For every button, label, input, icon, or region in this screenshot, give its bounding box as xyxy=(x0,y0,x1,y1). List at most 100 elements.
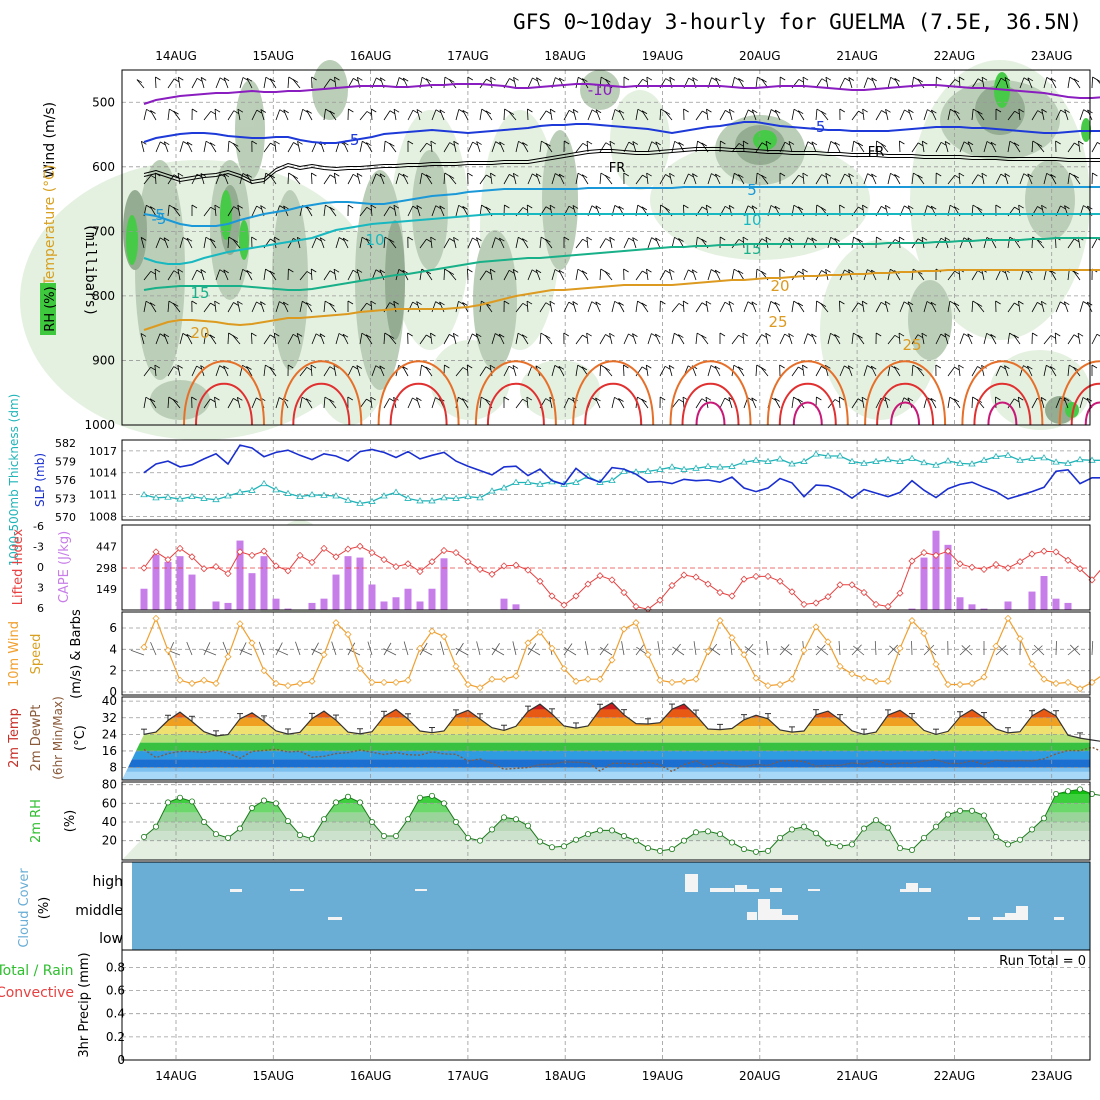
isotherm-label: 5 xyxy=(155,206,165,224)
wind-barb xyxy=(695,110,703,121)
wind-barb xyxy=(203,206,211,217)
wind-barb-flag xyxy=(834,399,841,403)
cape-bar xyxy=(392,597,400,610)
wind-barb-flag xyxy=(182,333,189,337)
rh-marker xyxy=(849,841,856,848)
rh-marker xyxy=(633,837,640,844)
wind-barb-flag xyxy=(416,301,422,305)
thickness-marker xyxy=(212,495,220,503)
wind-barb-flag xyxy=(173,206,179,211)
wind-barb-flag xyxy=(908,205,914,210)
wind-barb xyxy=(737,366,745,377)
wind-barb-flag xyxy=(219,77,226,82)
wind-barb xyxy=(599,77,602,89)
wind-barb xyxy=(1073,78,1081,89)
wind-barb xyxy=(1077,333,1081,345)
wind-barb xyxy=(439,301,445,313)
top-day-label: 15AUG xyxy=(253,49,295,63)
wind-barb-flag xyxy=(862,204,868,209)
wind-barb-flag xyxy=(462,302,468,306)
wind-barb-flag xyxy=(581,270,588,275)
wind-barb-flag xyxy=(426,142,432,147)
lifted-index-marker xyxy=(188,553,196,561)
thickness-marker xyxy=(380,492,388,499)
wind-barb xyxy=(815,300,817,313)
wind-barb xyxy=(383,398,390,409)
wind-barb-flag xyxy=(425,174,432,179)
wind-barb-flag xyxy=(839,300,845,305)
cape-bar xyxy=(368,584,376,610)
wind-barb-flag xyxy=(219,365,225,369)
wind-barb xyxy=(1019,365,1024,377)
wind-barb-flag xyxy=(664,111,671,115)
wind-barb-flag xyxy=(527,108,533,113)
wind-barb-flag xyxy=(389,142,395,147)
wind-barb xyxy=(797,398,805,409)
wind-barb xyxy=(976,303,985,313)
wind-barb-flag xyxy=(402,173,409,178)
wind-barb-flag xyxy=(972,396,978,401)
surface-wind-barb xyxy=(527,647,541,656)
wind-barb xyxy=(981,269,985,281)
wind-barb xyxy=(443,77,446,89)
wind-barb-flag xyxy=(858,206,864,211)
wind-barb-flag xyxy=(871,173,877,178)
wind-barb-flag xyxy=(701,206,708,211)
wind-barb-flag xyxy=(311,76,317,81)
wind-barb xyxy=(163,141,169,153)
wind-barb xyxy=(1067,142,1075,153)
wind-barb xyxy=(143,175,152,185)
wind-barb xyxy=(296,333,301,345)
wind-barb-flag xyxy=(844,365,850,370)
wind-barb-flag xyxy=(747,301,754,306)
wind-barb xyxy=(682,300,685,313)
wind-barb xyxy=(335,237,340,249)
wind-speed-marker xyxy=(392,678,400,686)
wind-barb xyxy=(623,364,625,377)
wind-barb xyxy=(827,237,832,249)
wind-barb-flag xyxy=(798,366,804,371)
thickness-marker xyxy=(428,497,436,504)
thickness-marker xyxy=(224,492,232,499)
cape-bar xyxy=(380,601,388,610)
cape-bar xyxy=(164,561,172,610)
wind-barb-flag xyxy=(669,76,675,81)
wind-barb-flag xyxy=(972,300,978,305)
wind-barb-flag xyxy=(715,173,721,178)
wind-barb xyxy=(508,111,517,121)
wind-barb-flag xyxy=(439,301,445,306)
wind-barb-flag xyxy=(1000,365,1006,370)
wind-barb-flag xyxy=(715,77,721,82)
wind-barb-flag xyxy=(628,333,634,338)
wind-barb-flag xyxy=(674,332,680,337)
lifted-index-marker xyxy=(824,593,832,601)
wind-barb-flag xyxy=(816,300,822,305)
lifted-index-marker xyxy=(452,549,460,557)
lifted-index-marker xyxy=(656,596,664,604)
wind-barb xyxy=(923,109,928,121)
wind-barb-flag xyxy=(545,334,551,339)
top-day-label: 21AUG xyxy=(836,49,878,63)
wind-barb xyxy=(767,109,772,121)
wind-barb-flag xyxy=(642,270,648,275)
thickness-marker xyxy=(608,476,616,484)
wind-barb-flag xyxy=(862,108,868,113)
wind-barb-flag xyxy=(614,396,620,401)
wind-barb xyxy=(549,109,553,121)
slp-line xyxy=(143,444,1100,500)
wind-barb xyxy=(503,366,510,377)
wind-barb xyxy=(177,77,181,89)
wind-barb-flag xyxy=(701,302,708,307)
rh-marker xyxy=(753,848,760,855)
wind-barb xyxy=(223,269,229,281)
wind-barb xyxy=(947,397,951,409)
wind-barb-flag xyxy=(949,300,956,305)
surface-wind-barb xyxy=(331,641,337,656)
wind-barb-flag xyxy=(903,397,910,402)
wind-barb-flag xyxy=(738,143,745,147)
wind-tick-label: 2 xyxy=(109,664,117,678)
wind-barb-flag xyxy=(899,236,905,241)
surface-wind-barb xyxy=(476,641,481,656)
wind-barb-flag xyxy=(953,302,960,307)
wind-barb-flag xyxy=(164,141,170,146)
